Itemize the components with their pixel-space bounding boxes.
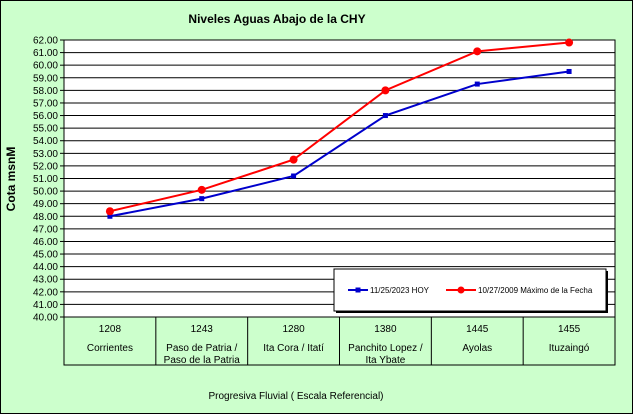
y-tick-label: 44.00 [33, 262, 58, 273]
category-name-label: Ayolas [462, 343, 492, 354]
category-km-label: 1380 [374, 324, 397, 335]
chart-title: Niveles Aguas Abajo de la CHY [188, 12, 365, 26]
y-tick-label: 59.00 [33, 73, 58, 84]
y-tick-label: 57.00 [33, 98, 58, 109]
y-tick-label: 60.00 [33, 61, 58, 72]
data-point [105, 207, 114, 216]
category-km-label: 1243 [191, 324, 214, 335]
category-km-label: 1445 [466, 324, 489, 335]
legend: 11/25/2023 HOY 10/27/2009 Máximo de la Fe… [333, 268, 608, 313]
category-name-label: Ita Cora / Itatí [263, 343, 324, 354]
y-tick-label: 56.00 [33, 111, 58, 122]
category-name-label: Panchito Lopez / [348, 343, 423, 354]
legend-label: 10/27/2009 Máximo de la Fecha [478, 286, 593, 295]
y-tick-label: 48.00 [33, 212, 58, 223]
series-2 [105, 38, 574, 216]
category-name-label: Corrientes [87, 343, 133, 354]
y-tick-label: 50.00 [33, 187, 58, 198]
data-point [382, 113, 388, 119]
data-point [473, 47, 482, 56]
data-point [291, 173, 297, 179]
category-name-label: Ituzaingó [549, 343, 590, 354]
series-line [109, 70, 570, 218]
y-tick-label: 61.00 [33, 48, 58, 59]
category-name-label: Paso de Patria / [166, 343, 237, 354]
y-tick-label: 47.00 [33, 224, 58, 235]
y-tick-label: 53.00 [33, 149, 58, 160]
y-tick-label: 43.00 [33, 275, 58, 286]
category-km-label: 1455 [558, 324, 581, 335]
y-tick-label: 41.00 [33, 300, 58, 311]
legend-marker [355, 287, 361, 293]
data-point [474, 81, 480, 87]
category-km-label: 1208 [99, 324, 122, 335]
y-tick-label: 40.00 [33, 313, 58, 324]
category-km-label: 1280 [282, 324, 305, 335]
category-name-label: Paso de la Patria [164, 355, 241, 366]
data-point [289, 155, 298, 164]
data-point [107, 213, 113, 219]
data-point [565, 38, 574, 47]
series-1 [107, 68, 572, 219]
legend-label: 11/25/2023 HOY [370, 286, 430, 295]
series-group [105, 38, 574, 219]
x-axis-categories: 1208 Corrientes 1243 Paso de Patria /Paso d… [63, 316, 616, 366]
data-point [566, 68, 572, 74]
category-name-label: Ita Ybate [365, 355, 405, 366]
data-point [199, 196, 205, 202]
y-tick-label: 52.00 [33, 161, 58, 172]
data-point [381, 86, 390, 95]
x-axis-label: Progresiva Fluvial ( Escala Referencial) [208, 391, 383, 402]
y-tick-label: 46.00 [33, 237, 58, 248]
y-tick-label: 62.00 [33, 36, 58, 47]
y-tick-label: 51.00 [33, 174, 58, 185]
y-tick-label: 54.00 [33, 136, 58, 147]
y-tick-label: 58.00 [33, 86, 58, 97]
data-point [197, 185, 206, 194]
y-tick-label: 45.00 [33, 250, 58, 261]
legend-marker [457, 286, 465, 294]
y-tick-label: 49.00 [33, 199, 58, 210]
series-line [109, 41, 570, 213]
y-tick-label: 55.00 [33, 124, 58, 135]
y-tick-label: 42.00 [33, 287, 58, 298]
y-axis-label: Cota msnM [4, 147, 18, 212]
